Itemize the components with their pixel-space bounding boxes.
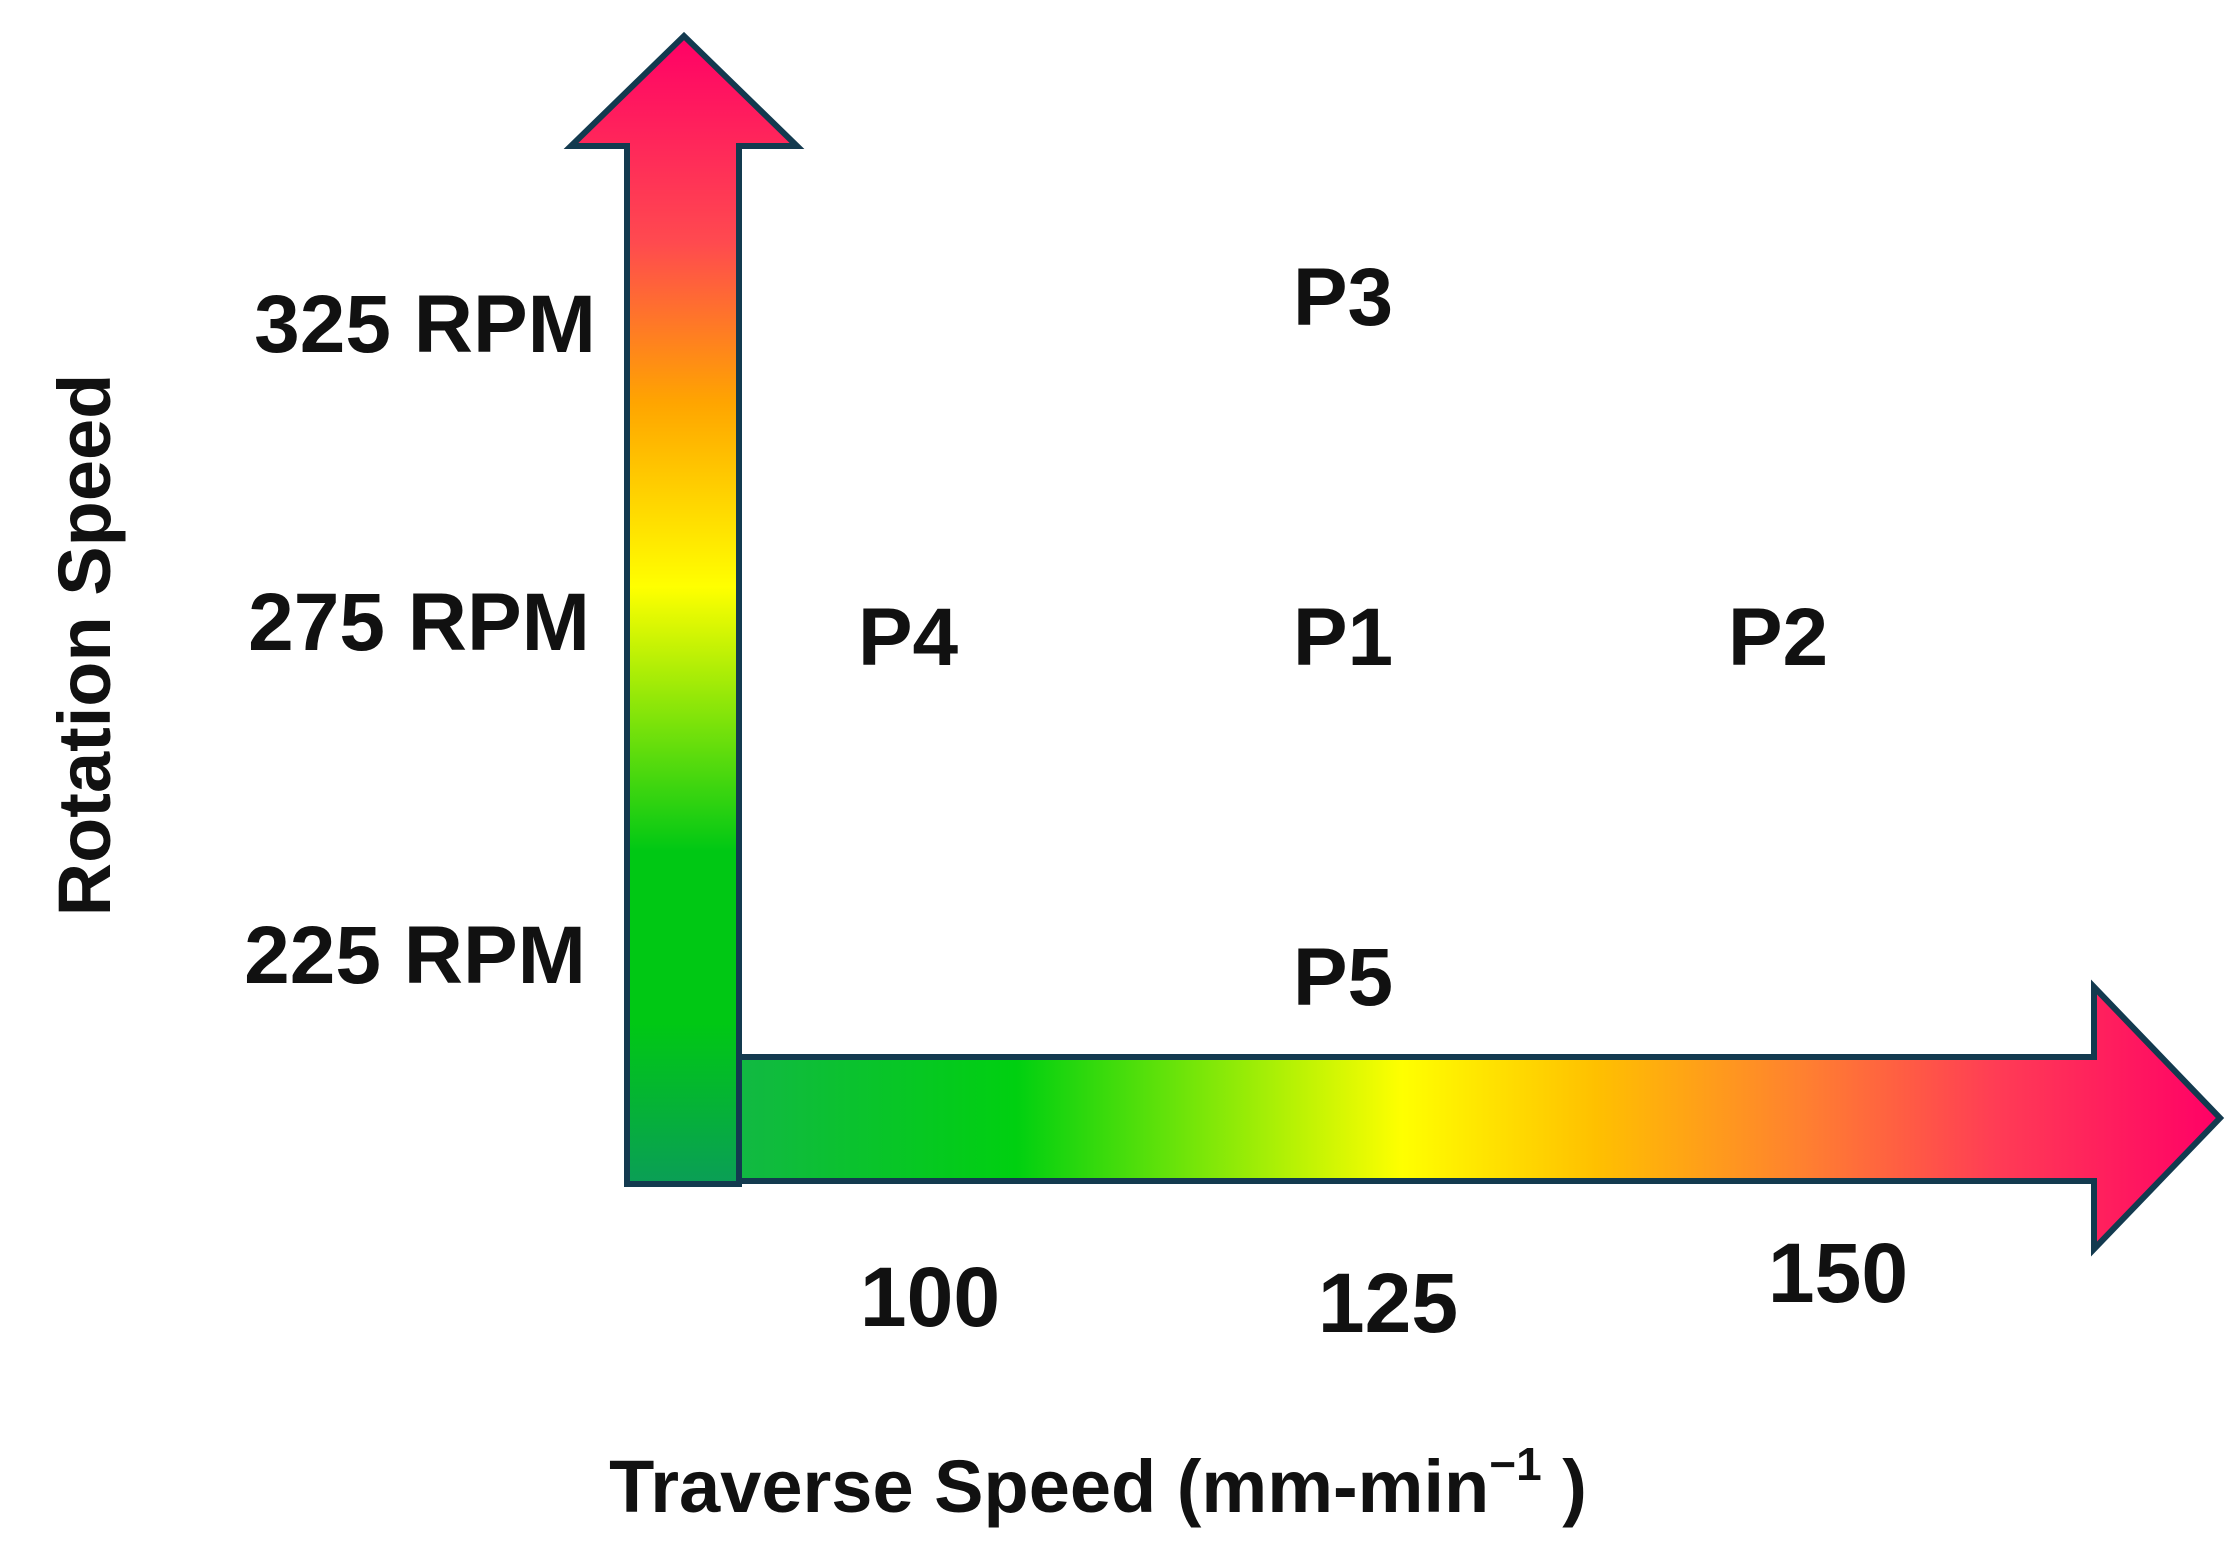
x-axis-title: Traverse Speed (mm-min−1 ): [609, 1438, 1587, 1528]
x-tick-label: 125: [1318, 1256, 1458, 1350]
point-label-p1: P1: [1293, 592, 1393, 683]
y-tick-label: 225 RPM: [244, 910, 586, 1001]
point-label-p2: P2: [1728, 592, 1828, 683]
point-label-p3: P3: [1293, 252, 1393, 343]
x-tick-labels: 100 125 150: [860, 1226, 1908, 1350]
x-axis-gradient-arrow: [731, 979, 2225, 1257]
x-tick-label: 100: [860, 1250, 1000, 1344]
y-axis-title: Rotation Speed: [43, 374, 126, 917]
point-label-p4: P4: [858, 592, 959, 683]
x-axis-title-main: Traverse Speed (mm-min: [609, 1445, 1489, 1528]
point-label-p5: P5: [1293, 932, 1393, 1023]
y-tick-label: 275 RPM: [248, 577, 590, 668]
x-axis-title-superscript: −1: [1489, 1438, 1541, 1490]
x-tick-label: 150: [1768, 1226, 1908, 1320]
y-tick-labels: 225 RPM 275 RPM 325 RPM: [244, 279, 596, 1001]
y-tick-label: 325 RPM: [254, 279, 596, 370]
x-axis-title-suffix: ): [1542, 1445, 1587, 1528]
parameter-points: P1 P2 P3 P4 P5: [858, 252, 1828, 1023]
y-axis-gradient-arrow: [563, 31, 805, 1187]
